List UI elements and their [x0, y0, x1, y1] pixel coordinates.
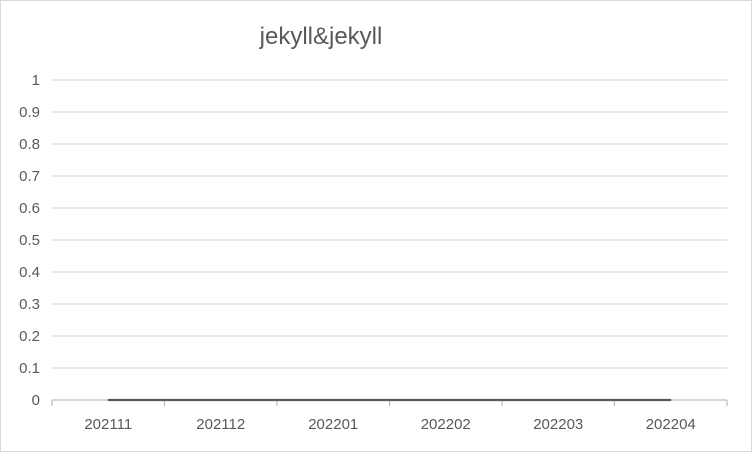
x-tick-label: 202111 [84, 416, 132, 433]
x-tick-label: 202203 [533, 416, 583, 433]
y-tick-label: 0 [32, 392, 40, 409]
y-tick-label: 0.2 [19, 328, 40, 345]
data-point [669, 399, 672, 401]
y-tick-label: 0.8 [19, 136, 40, 153]
series-group [107, 398, 672, 402]
y-tick-labels: 0 0.1 0.2 0.3 0.4 0.5 0.6 0.7 0.8 0.9 1 [19, 72, 40, 409]
x-tick-label: 202201 [308, 416, 358, 433]
data-point [444, 399, 447, 401]
y-tick-label: 0.1 [19, 360, 40, 377]
x-tick-label: 202112 [196, 416, 245, 433]
x-tick-label: 202202 [421, 416, 471, 433]
y-tick-label: 0.7 [19, 168, 40, 185]
y-tick-label: 0.5 [19, 232, 40, 249]
y-tick-label: 0.6 [19, 200, 40, 217]
chart-title: jekyll&jekyll [259, 23, 383, 50]
x-tick-label: 202204 [646, 416, 696, 433]
y-tick-label: 0.9 [19, 104, 40, 121]
y-tick-label: 1 [32, 72, 40, 89]
data-point [557, 399, 560, 401]
data-point [107, 399, 110, 401]
x-tick-labels: 202111 202112 202201 202202 202203 202204 [84, 416, 695, 433]
data-point [219, 399, 222, 401]
y-tick-label: 0.3 [19, 296, 40, 313]
data-point [332, 399, 335, 401]
gridlines [52, 79, 727, 369]
y-tick-label: 0.4 [19, 264, 40, 281]
